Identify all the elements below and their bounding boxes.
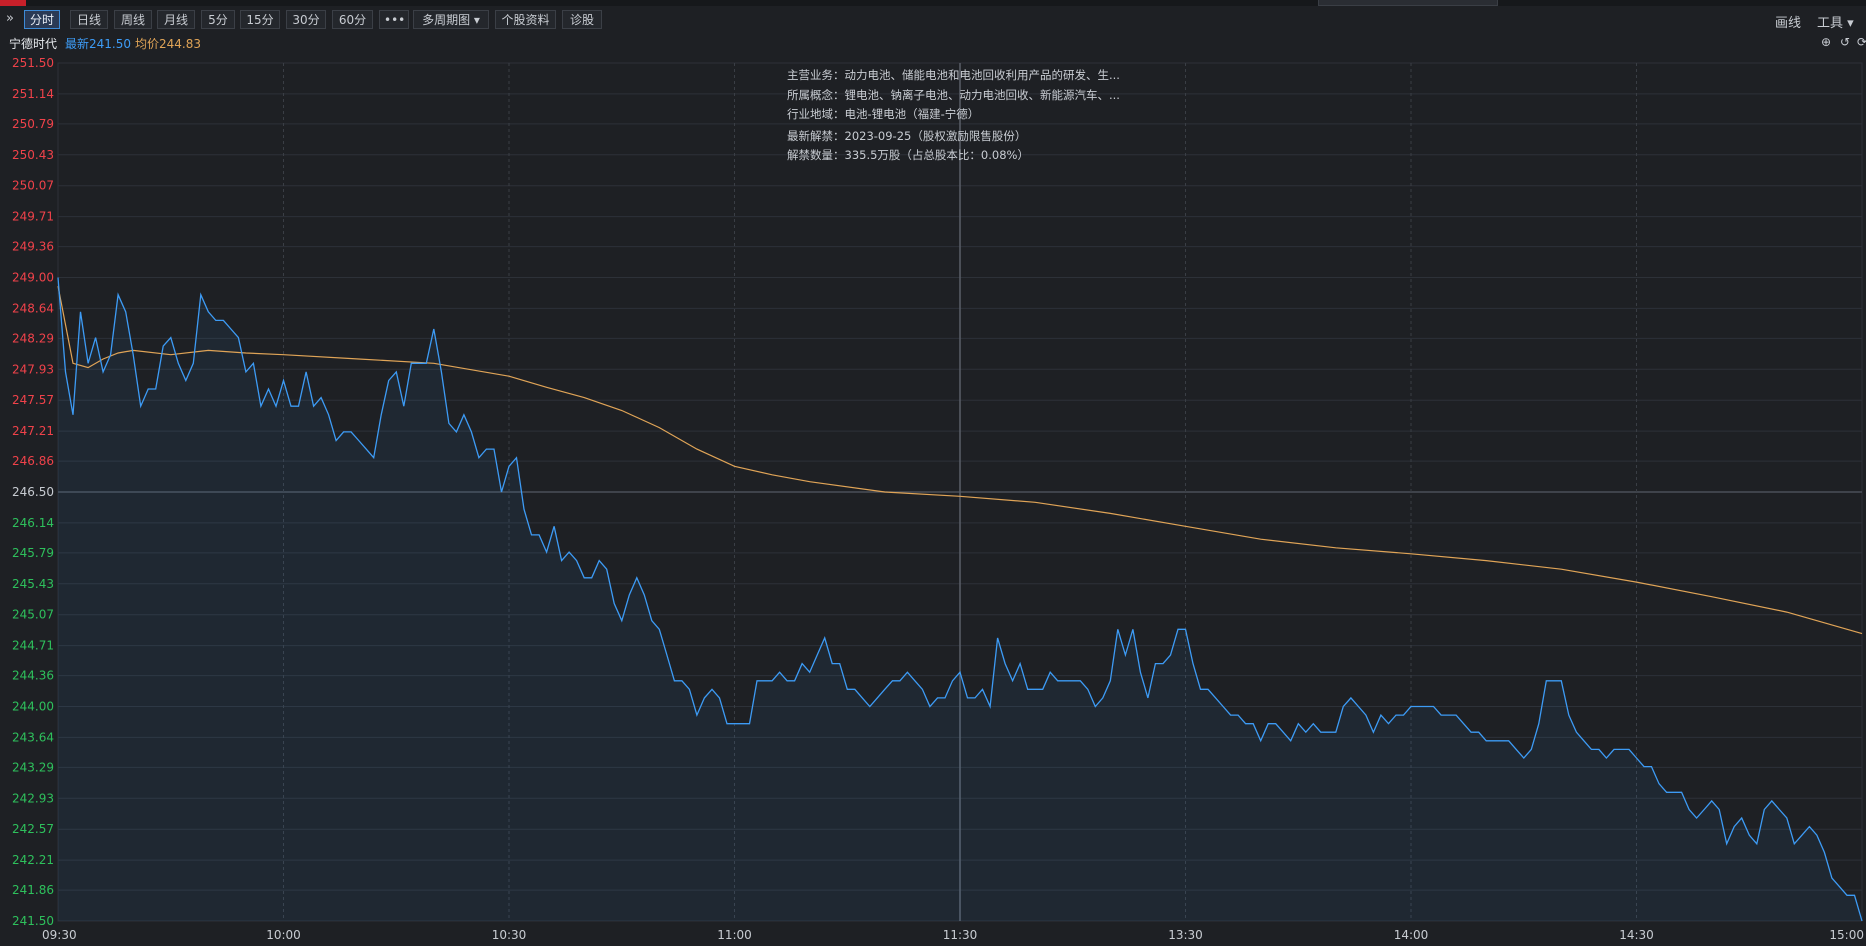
y-tick-label: 245.43: [12, 577, 54, 591]
average-price: 均价244.83: [135, 37, 201, 51]
avg-price-line: [57, 285, 1863, 635]
price-line: [57, 277, 1863, 922]
tab-15min[interactable]: 15分: [240, 10, 280, 29]
more-button[interactable]: •••: [379, 10, 409, 29]
main-business-text: 主营业务：动力电池、储能电池和电池回收利用产品的研发、生...: [787, 68, 1120, 82]
tools-dropdown[interactable]: 工具 ▾: [1817, 16, 1854, 31]
refresh-icon[interactable]: ⟳: [1857, 35, 1866, 49]
x-tick-label: 10:30: [492, 928, 527, 942]
unlock-date-text: 最新解禁：2023-09-25（股权激励限售股份）: [787, 128, 1027, 143]
y-tick-label: 247.93: [12, 362, 54, 376]
y-tick-label: 244.36: [12, 669, 54, 683]
diagnose-button[interactable]: 诊股: [562, 10, 602, 29]
tab-monthly[interactable]: 月线: [157, 10, 195, 29]
tab-5min[interactable]: 5分: [201, 10, 235, 29]
x-tick-label: 10:00: [266, 928, 301, 942]
multi-period-dropdown[interactable]: 多周期图 ▾: [413, 10, 489, 29]
x-tick-label: 11:30: [943, 928, 978, 942]
draw-line-button[interactable]: 画线: [1775, 16, 1802, 31]
y-tick-label: 248.29: [12, 331, 54, 345]
y-tick-label: 245.07: [12, 608, 54, 622]
y-tick-label: 250.43: [12, 148, 54, 162]
search-input[interactable]: [1318, 0, 1498, 6]
y-tick-label: 243.29: [12, 760, 54, 774]
tab-60min[interactable]: 60分: [332, 10, 373, 29]
y-tick-label: 247.21: [12, 424, 54, 438]
industry-text: 行业地域：电池-锂电池（福建-宁德）: [787, 107, 980, 121]
top-menu-bar: [0, 0, 1866, 6]
latest-price: 最新241.50: [65, 37, 131, 51]
y-tick-label: 242.57: [12, 822, 54, 836]
y-tick-label: 242.21: [12, 853, 54, 867]
stock-profile-tooltip: 主营业务：动力电池、储能电池和电池回收利用产品的研发、生... 所属概念：锂电池…: [787, 66, 1147, 166]
y-tick-label: 243.64: [12, 730, 54, 744]
expand-icon[interactable]: »: [6, 11, 14, 26]
tab-daily[interactable]: 日线: [70, 10, 108, 29]
y-tick-label: 246.14: [12, 516, 54, 530]
y-tick-label: 250.07: [12, 179, 54, 193]
y-tick-label: 246.86: [12, 454, 54, 468]
y-tick-label: 249.71: [12, 210, 54, 224]
intraday-chart[interactable]: 251.50 251.14 250.79 250.43 250.07 249.71 249.…: [0, 55, 1866, 946]
x-tick-label: 14:00: [1394, 928, 1429, 942]
period-toolbar: » 分时 日线 周线 月线 5分 15分 30分 60分 ••• 多周期图 ▾ …: [0, 10, 1866, 32]
y-tick-label: 249.36: [12, 240, 54, 254]
y-tick-label: 241.50: [12, 914, 54, 928]
x-tick-label: 09:30: [42, 928, 77, 942]
y-tick-label: 246.50: [12, 485, 54, 499]
undo-icon[interactable]: ↺: [1840, 35, 1851, 49]
y-tick-label: 251.50: [12, 56, 54, 70]
y-tick-label: 251.14: [12, 87, 54, 101]
tab-intraday[interactable]: 分时: [24, 10, 60, 29]
price-area-fill: [58, 277, 1862, 921]
y-tick-label: 242.93: [12, 791, 54, 805]
y-tick-label: 248.64: [12, 301, 54, 315]
intraday-chart-svg: 251.50 251.14 250.79 250.43 250.07 249.71 249.…: [12, 56, 1864, 942]
tab-weekly[interactable]: 周线: [114, 10, 152, 29]
x-tick-label: 14:30: [1619, 928, 1654, 942]
stock-profile-button[interactable]: 个股资料: [495, 10, 556, 29]
app-logo: [0, 0, 26, 6]
y-tick-label: 249.00: [12, 271, 54, 285]
x-tick-label: 15:00: [1829, 928, 1864, 942]
unlock-amount-text: 解禁数量：335.5万股（占总股本比：0.08%）: [787, 148, 1029, 162]
y-tick-label: 241.86: [12, 883, 54, 897]
y-tick-label: 247.57: [12, 393, 54, 407]
y-tick-label: 250.79: [12, 117, 54, 131]
compass-icon[interactable]: ⊕: [1821, 35, 1832, 49]
x-tick-label: 11:00: [717, 928, 752, 942]
stock-name: 宁德时代: [9, 37, 58, 51]
tab-30min[interactable]: 30分: [286, 10, 326, 29]
stock-info-bar: 宁德时代 最新241.50 均价244.83 ⊕ ↺ ⟳: [0, 35, 1866, 51]
concepts-text: 所属概念：锂电池、钠离子电池、动力电池回收、新能源汽车、...: [787, 87, 1120, 102]
x-tick-label: 13:30: [1168, 928, 1203, 942]
y-tick-label: 244.71: [12, 639, 54, 653]
y-tick-label: 245.79: [12, 546, 54, 560]
y-tick-label: 244.00: [12, 700, 54, 714]
